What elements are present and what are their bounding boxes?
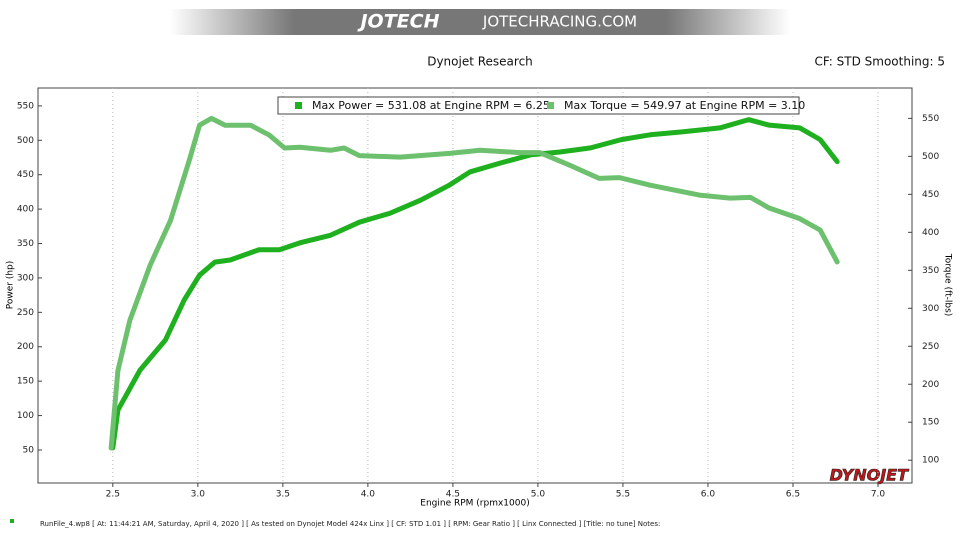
y-tick-label: 150 (17, 377, 34, 387)
x-axis-label: Engine RPM (rpmx1000) (420, 499, 529, 509)
plot-area (37, 87, 913, 484)
banner-site: JOTECHRACING.COM (482, 13, 637, 31)
y-tick-label: 400 (17, 205, 34, 215)
x-tick-label: 6.0 (701, 490, 716, 500)
y2-tick-label: 150 (922, 418, 939, 428)
series-line (110, 117, 840, 451)
y-tick-label: 200 (17, 342, 34, 352)
y-tick-label: 450 (17, 170, 34, 180)
footer: RunFile_4.wp8 [ At: 11:44:21 AM, Saturda… (40, 520, 660, 528)
series-line (108, 115, 840, 451)
legend: Max Power = 531.08 at Engine RPM = 6.25 M… (277, 96, 805, 115)
y-tick-label: 350 (17, 239, 34, 249)
x-tick-label: 5.0 (531, 490, 546, 500)
y2-tick-label: 350 (922, 266, 939, 276)
y-tick-label: 100 (17, 411, 34, 421)
legend-label: Max Power = 531.08 at Engine RPM = 6.25 (312, 99, 550, 112)
x-tick-label: 6.5 (786, 490, 800, 500)
y-tick-label: 550 (17, 101, 34, 111)
y-axis-label: Power (hp) (6, 261, 16, 310)
y2-tick-label: 200 (922, 380, 939, 390)
series-lines (108, 115, 840, 451)
y2-tick-label: 400 (922, 228, 939, 238)
y2-tick-label: 100 (922, 456, 939, 466)
x-tick-label: 3.0 (191, 490, 206, 500)
chart-subtitle: CF: STD Smoothing: 5 (814, 55, 945, 69)
y-tick-label: 50 (23, 445, 35, 455)
y2-tick-label: 300 (922, 304, 939, 314)
dynojet-logo: DYNOJET (830, 466, 910, 485)
grid: 2.5 3.0 3.5 4.0 4.5 5.0 5.5 6.0 6.5 7.0 50 100 150 20… (17, 88, 939, 500)
legend-swatch (295, 102, 302, 109)
x-tick-label: 2.5 (106, 490, 120, 500)
y2-axis-label: Torque (ft-lbs) (943, 253, 953, 317)
x-tick-label: 4.0 (361, 490, 376, 500)
x-tick-label: 3.5 (276, 490, 290, 500)
legend-box (277, 96, 800, 115)
banner-logo: JOTECH (356, 11, 439, 33)
y-tick-label: 500 (17, 136, 34, 146)
x-tick-label: 7.0 (871, 490, 886, 500)
legend-label: Max Torque = 549.97 at Engine RPM = 3.10 (564, 99, 805, 112)
legend-swatch (547, 102, 554, 109)
y2-tick-label: 450 (922, 190, 939, 200)
y2-tick-label: 550 (922, 114, 939, 124)
chart-title: Dynojet Research (427, 55, 533, 69)
banner (170, 9, 790, 35)
y-tick-label: 250 (17, 308, 34, 318)
x-tick-label: 4.5 (446, 490, 460, 500)
y2-tick-label: 250 (922, 342, 939, 352)
y-tick-label: 300 (17, 273, 34, 283)
y2-tick-label: 500 (922, 152, 939, 162)
x-tick-label: 5.5 (616, 490, 630, 500)
footer-marker (10, 519, 14, 523)
